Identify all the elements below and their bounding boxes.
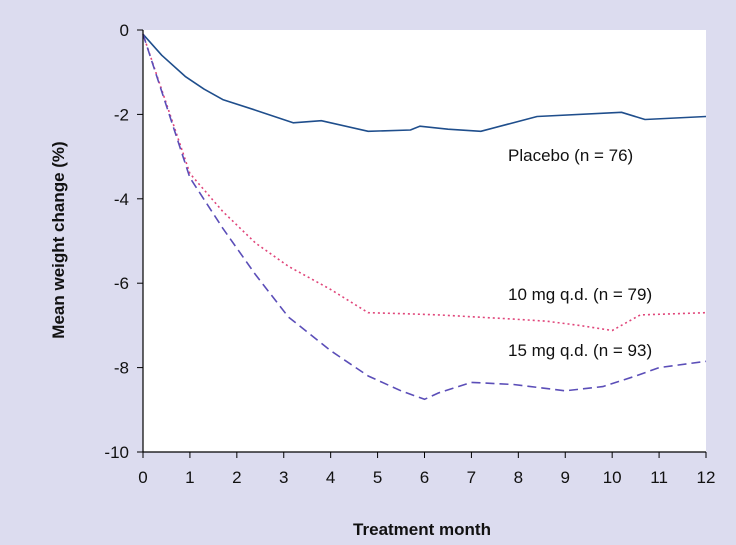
y-tick-label: 0 [120, 21, 129, 40]
y-tick-label: -4 [114, 190, 129, 209]
x-tick-label: 7 [467, 468, 476, 487]
x-tick-label: 12 [697, 468, 716, 487]
plot-area [143, 30, 706, 452]
series-line-1 [142, 33, 707, 332]
x-tick-label: 11 [650, 468, 668, 487]
series-label-15mg: 15 mg q.d. (n = 93) [508, 341, 652, 360]
x-tick-label: 4 [326, 468, 335, 487]
ticks-layer: 0 1 2 3 4 5 6 7 8 9 10 11 120-2-4-6-8-10 [104, 21, 715, 487]
series-line-0 [142, 33, 707, 133]
y-axis-label: Mean weight change (%) [49, 141, 68, 338]
x-tick-label: 3 [279, 468, 288, 487]
y-tick-label: -2 [114, 105, 129, 124]
x-tick-label: 1 [185, 468, 194, 487]
x-tick-label: 2 [232, 468, 241, 487]
x-axis-label: Treatment month [353, 520, 491, 539]
y-tick-label: -10 [104, 443, 129, 462]
series-line-2 [142, 33, 707, 401]
x-tick-label: 10 [603, 468, 622, 487]
x-tick-label: 8 [514, 468, 523, 487]
x-tick-label: 0 [138, 468, 147, 487]
y-tick-label: -8 [114, 359, 129, 378]
y-tick-label: -6 [114, 274, 129, 293]
series-layer [142, 33, 707, 401]
x-tick-label: 6 [420, 468, 429, 487]
x-tick-label: 9 [561, 468, 570, 487]
x-tick-label: 5 [373, 468, 382, 487]
series-label-placebo: Placebo (n = 76) [508, 146, 633, 165]
series-label-10mg: 10 mg q.d. (n = 79) [508, 285, 652, 304]
